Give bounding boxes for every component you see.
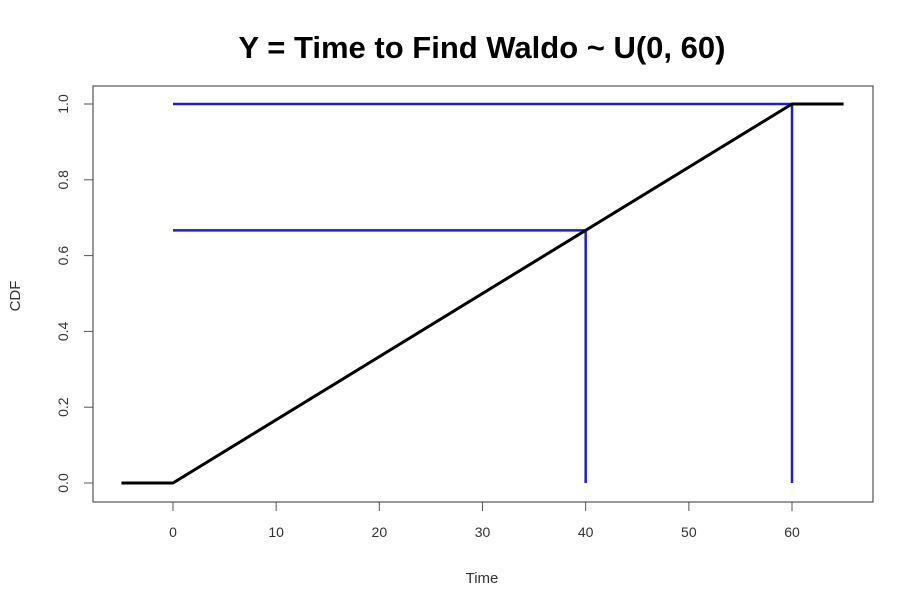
y-axis-label: CDF bbox=[7, 281, 24, 312]
cdf-line bbox=[121, 102, 844, 485]
x-axis-label: Time bbox=[466, 570, 499, 587]
x-tick-label: 50 bbox=[681, 524, 697, 540]
y-tick-label: 0.8 bbox=[55, 170, 71, 190]
y-tick-label: 0.6 bbox=[55, 246, 71, 266]
y-tick-label: 0.0 bbox=[55, 473, 71, 493]
y-tick-label: 0.4 bbox=[55, 321, 71, 341]
y-tick-label: 1.0 bbox=[55, 94, 71, 114]
x-tick-label: 30 bbox=[475, 524, 491, 540]
x-tick-label: 20 bbox=[372, 524, 388, 540]
y-tick-label: 0.2 bbox=[55, 397, 71, 417]
x-axis: 0 10 20 30 40 50 60 bbox=[169, 501, 800, 540]
y-axis: 0.0 0.2 0.4 0.6 0.8 1.0 bbox=[55, 94, 94, 493]
cdf-series bbox=[121, 102, 844, 485]
x-tick-label: 60 bbox=[784, 524, 800, 540]
x-tick-label: 10 bbox=[268, 524, 284, 540]
chart-title: Y = Time to Find Waldo ~ U(0, 60) bbox=[239, 30, 726, 65]
reference-lines bbox=[173, 102, 794, 483]
x-tick-label: 40 bbox=[578, 524, 594, 540]
x-tick-label: 0 bbox=[169, 524, 177, 540]
